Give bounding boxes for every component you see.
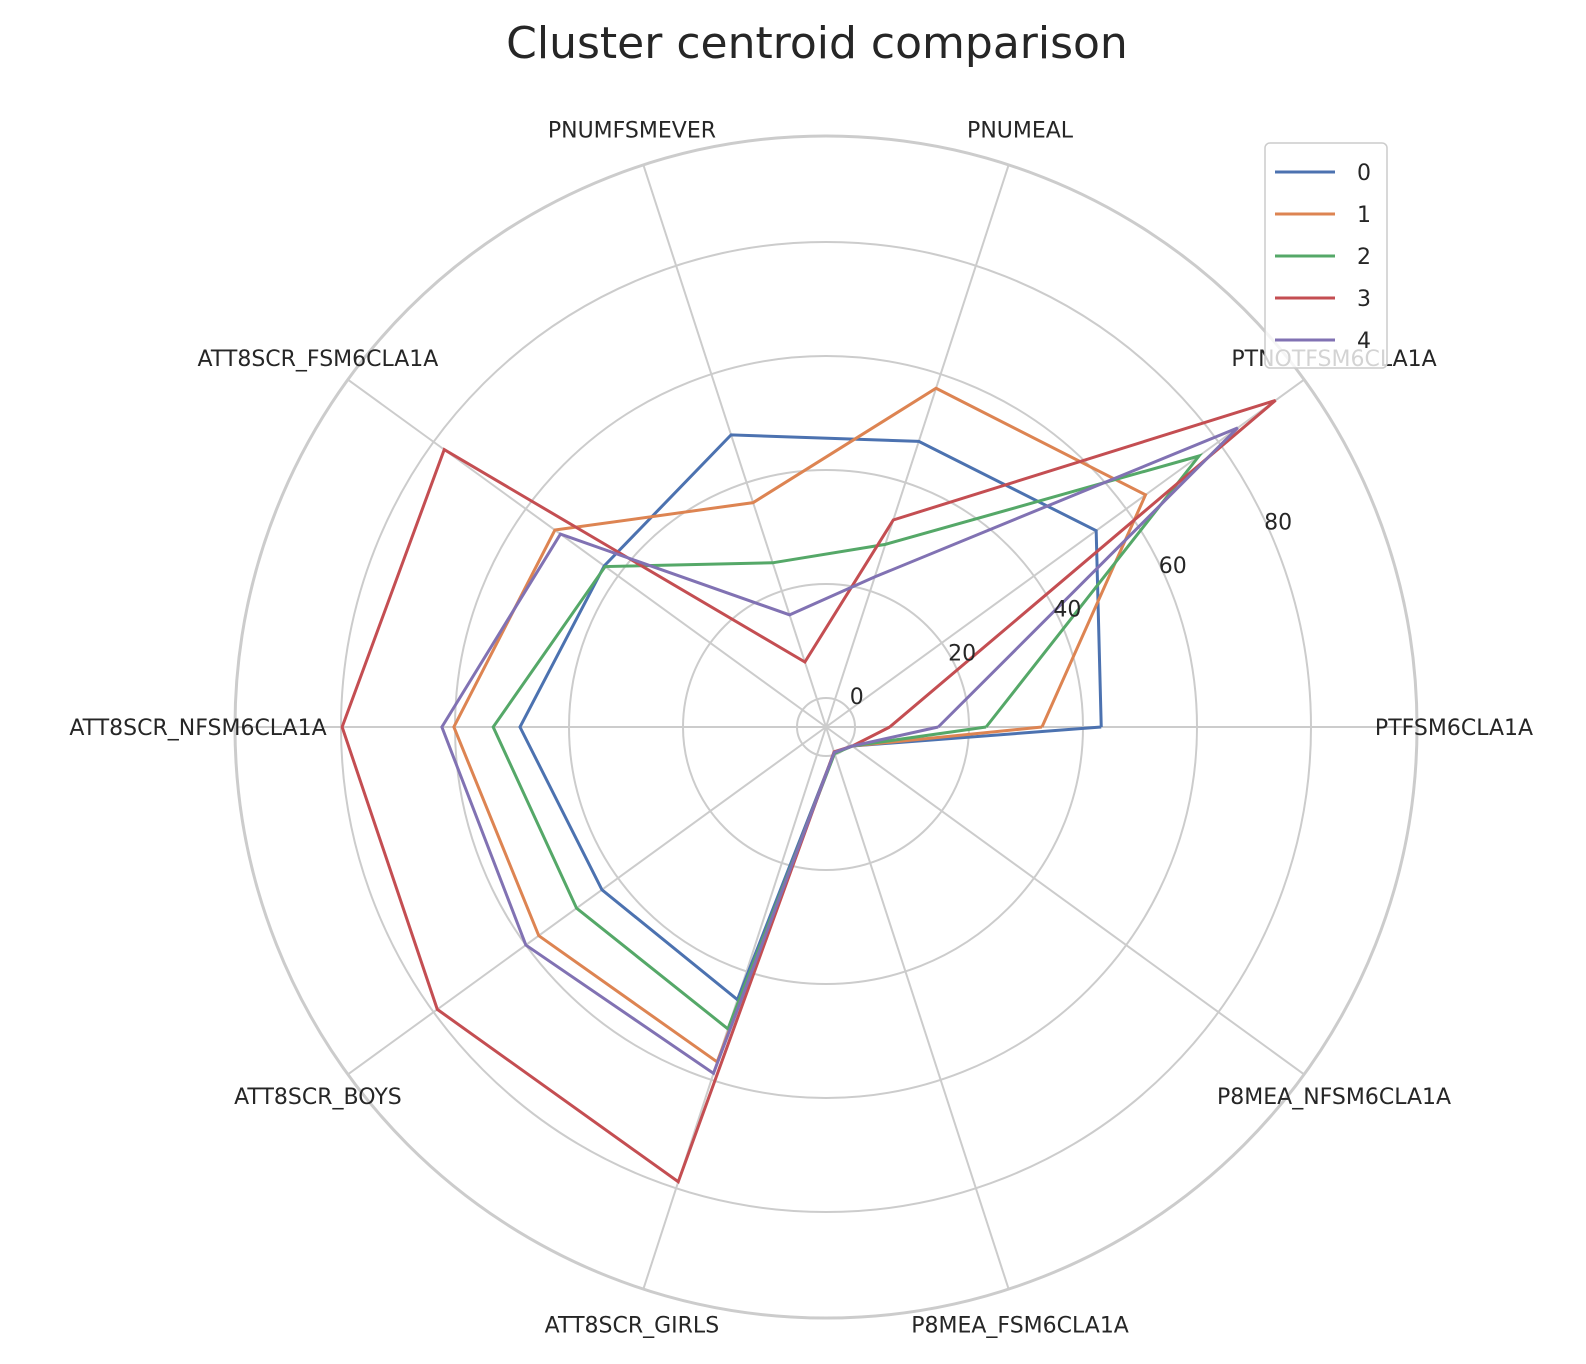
legend-label: 4 xyxy=(1357,329,1371,354)
legend-label: 1 xyxy=(1357,203,1371,228)
legend-label: 2 xyxy=(1357,245,1371,270)
chart-title: Cluster centroid comparison xyxy=(506,18,1128,69)
radial-tick-label: 0 xyxy=(850,685,864,710)
category-label: P8MEA_NFSM6CLA1A xyxy=(1217,1085,1451,1110)
grid xyxy=(233,134,1419,1320)
spoke xyxy=(825,164,1010,728)
legend: 0 1 2 3 4 xyxy=(1264,142,1388,369)
series-line-4 xyxy=(440,426,1239,1076)
radial-tick-label: 20 xyxy=(948,641,976,666)
category-label: P8MEA_FSM6CLA1A xyxy=(911,1313,1129,1338)
spoke xyxy=(347,726,827,1076)
series-lines xyxy=(340,386,1277,1185)
radial-tick-labels: 0 20 40 60 80 xyxy=(850,510,1292,710)
spoke xyxy=(347,378,827,728)
category-label: ATT8SCR_BOYS xyxy=(234,1085,402,1110)
radial-tick-label: 60 xyxy=(1159,554,1187,579)
category-label: PNUMEAL xyxy=(967,119,1074,144)
spoke xyxy=(825,726,1010,1290)
series-line-1 xyxy=(452,386,1148,1065)
legend-label: 0 xyxy=(1357,161,1371,186)
radial-tick-label: 40 xyxy=(1053,598,1081,623)
category-label: PNUMFSMEVER xyxy=(548,119,716,144)
category-label: PTFSM6CLA1A xyxy=(1375,716,1533,741)
category-label: ATT8SCR_GIRLS xyxy=(545,1313,720,1338)
series-line-3 xyxy=(340,398,1277,1185)
spoke xyxy=(825,378,1305,728)
spoke xyxy=(825,726,1305,1076)
legend-label: 3 xyxy=(1357,287,1371,312)
radial-tick-label: 80 xyxy=(1264,510,1292,535)
spoke xyxy=(642,164,827,728)
category-label: ATT8SCR_FSM6CLA1A xyxy=(197,347,438,372)
category-label: ATT8SCR_NFSM6CLA1A xyxy=(69,716,326,741)
